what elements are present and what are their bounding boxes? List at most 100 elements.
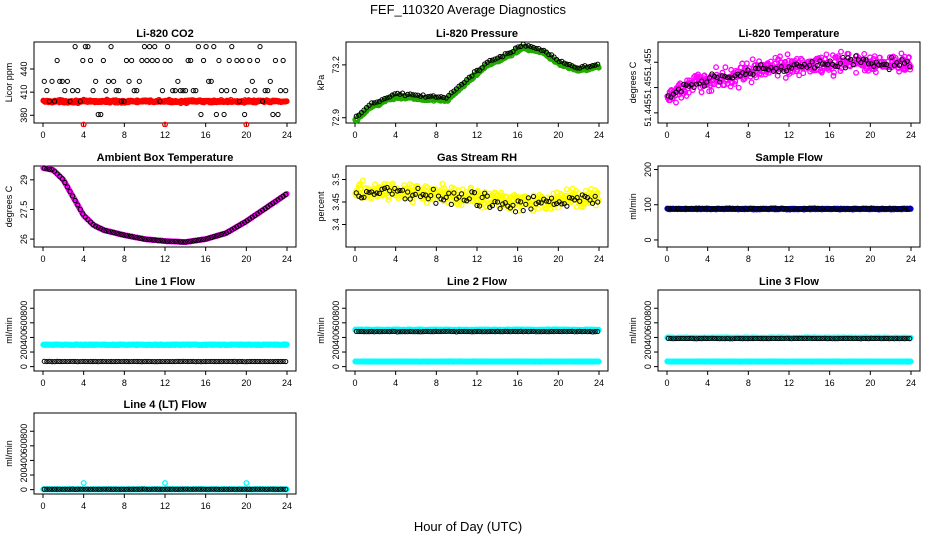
data-point bbox=[63, 89, 67, 93]
x-tick-label: 16 bbox=[513, 254, 523, 264]
y-axis-label: percent bbox=[316, 191, 326, 222]
x-tick-label: 4 bbox=[705, 254, 710, 264]
data-point bbox=[65, 79, 69, 83]
data-point bbox=[88, 58, 92, 62]
y-axis-label: degrees C bbox=[4, 185, 14, 227]
y-axis-label: ml/min bbox=[628, 317, 638, 344]
y-tick-label: 73.2 bbox=[331, 56, 341, 74]
data-point bbox=[281, 58, 285, 62]
data-point bbox=[214, 112, 218, 116]
x-tick-label: 12 bbox=[160, 378, 170, 388]
data-points bbox=[353, 42, 601, 122]
data-point bbox=[109, 45, 113, 49]
y-tick-label: 600 bbox=[19, 315, 29, 330]
x-tick-label: 16 bbox=[513, 378, 523, 388]
x-tick-label: 24 bbox=[282, 254, 292, 264]
x-tick-label: 8 bbox=[434, 130, 439, 140]
panel-title-ambient-box-temperature: Ambient Box Temperature bbox=[97, 152, 234, 164]
y-tick-label: 0 bbox=[19, 364, 29, 369]
x-tick-label: 24 bbox=[594, 378, 604, 388]
x-tick-label: 8 bbox=[122, 130, 127, 140]
y-axis-label: ml/min bbox=[316, 317, 326, 344]
data-point bbox=[235, 58, 239, 62]
y-axis-label: degrees C bbox=[628, 61, 638, 103]
data-point bbox=[750, 57, 755, 62]
data-point bbox=[824, 52, 829, 57]
x-tick-label: 24 bbox=[594, 254, 604, 264]
data-point bbox=[70, 89, 74, 93]
y-tick-label: 800 bbox=[331, 301, 341, 316]
data-point bbox=[222, 112, 226, 116]
x-tick-label: 20 bbox=[241, 130, 251, 140]
x-tick-label: 0 bbox=[40, 378, 45, 388]
x-tick-label: 4 bbox=[393, 130, 398, 140]
data-point bbox=[50, 79, 54, 83]
data-point bbox=[176, 79, 180, 83]
data-point bbox=[201, 58, 205, 62]
x-tick-label: 0 bbox=[664, 254, 669, 264]
x-tick-label: 20 bbox=[241, 254, 251, 264]
x-tick-label: 12 bbox=[472, 130, 482, 140]
x-tick-label: 4 bbox=[393, 254, 398, 264]
x-tick-label: 0 bbox=[664, 378, 669, 388]
plot-frame bbox=[34, 290, 296, 371]
data-point bbox=[150, 58, 154, 62]
data-point bbox=[81, 58, 85, 62]
data-point bbox=[163, 58, 167, 62]
y-tick-label: 200 bbox=[643, 162, 653, 177]
data-point bbox=[106, 79, 110, 83]
data-point bbox=[55, 58, 59, 62]
x-tick-label: 8 bbox=[746, 378, 751, 388]
data-point bbox=[284, 89, 288, 93]
x-tick-label: 16 bbox=[201, 378, 211, 388]
data-point bbox=[271, 112, 275, 116]
y-tick-label: 400 bbox=[331, 330, 341, 345]
x-tick-label: 16 bbox=[513, 130, 523, 140]
y-tick-label: 27.5 bbox=[19, 201, 29, 219]
data-point bbox=[255, 58, 259, 62]
data-points bbox=[665, 335, 913, 364]
x-tick-label: 0 bbox=[352, 254, 357, 264]
data-point bbox=[699, 90, 704, 95]
panel-title-li-820-co2: Li-820 CO2 bbox=[136, 28, 193, 40]
y-tick-label: 600 bbox=[643, 315, 653, 330]
y-tick-label: 380 bbox=[19, 108, 29, 123]
y-tick-label: 100 bbox=[643, 197, 653, 212]
data-point bbox=[745, 61, 750, 66]
data-point bbox=[574, 205, 579, 210]
data-point bbox=[142, 45, 146, 49]
data-point bbox=[227, 58, 231, 62]
data-point bbox=[42, 79, 46, 83]
x-tick-label: 16 bbox=[825, 254, 835, 264]
y-axis-label: ml/min bbox=[628, 193, 638, 220]
x-tick-label: 0 bbox=[664, 130, 669, 140]
series-full-rate bbox=[41, 342, 289, 348]
x-tick-label: 20 bbox=[241, 378, 251, 388]
panel-title-line-2-flow: Line 2 Flow bbox=[447, 276, 507, 288]
data-point bbox=[160, 89, 164, 93]
data-point bbox=[94, 79, 98, 83]
data-point bbox=[153, 45, 157, 49]
data-points bbox=[41, 166, 289, 245]
y-tick-label: 72.9 bbox=[331, 109, 341, 127]
x-tick-label: 0 bbox=[352, 130, 357, 140]
data-point bbox=[168, 58, 172, 62]
data-point bbox=[212, 45, 216, 49]
data-point bbox=[219, 89, 223, 93]
x-tick-label: 16 bbox=[825, 378, 835, 388]
data-points bbox=[353, 178, 601, 214]
y-tick-label: 200 bbox=[643, 345, 653, 360]
x-tick-label: 16 bbox=[825, 130, 835, 140]
data-point bbox=[253, 89, 257, 93]
data-point bbox=[76, 89, 80, 93]
data-point bbox=[45, 89, 49, 93]
x-tick-label: 4 bbox=[705, 378, 710, 388]
x-tick-label: 16 bbox=[201, 254, 211, 264]
data-point bbox=[91, 89, 95, 93]
